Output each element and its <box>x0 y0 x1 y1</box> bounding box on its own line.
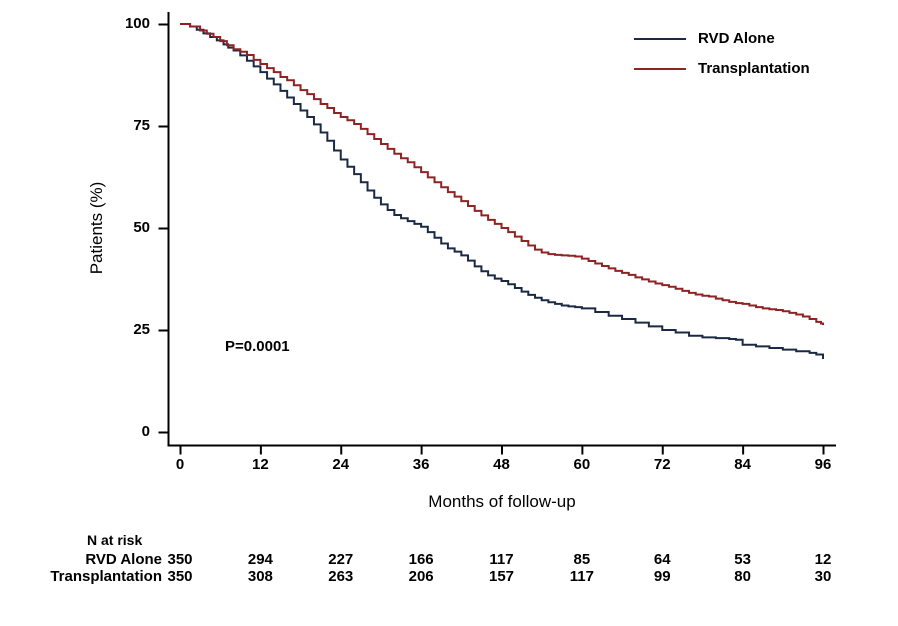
x-tick-label-12: 12 <box>252 456 269 473</box>
x-tick-label-36: 36 <box>412 456 430 473</box>
risk-value: 263 <box>328 568 354 585</box>
risk-value: 166 <box>408 551 434 568</box>
risk-value: 227 <box>328 551 354 568</box>
y-tick-label-75: 75 <box>133 117 150 134</box>
legend-label-transplantation: Transplantation <box>698 60 810 77</box>
survival-curve-transplantation <box>180 23 824 326</box>
y-tick-label-100: 100 <box>124 15 150 32</box>
risk-value: 117 <box>489 551 514 568</box>
risk-value: 53 <box>734 551 751 568</box>
x-tick-label-84: 84 <box>734 456 751 473</box>
risk-value: 85 <box>573 551 591 568</box>
x-tick-label-60: 60 <box>573 456 591 473</box>
risk-value: 350 <box>167 568 193 585</box>
risk-value: 294 <box>247 551 273 568</box>
risk-table-title: N at risk <box>87 532 143 548</box>
x-tick-label-0: 0 <box>175 456 185 473</box>
survival-curve-rvd-alone <box>180 23 824 359</box>
risk-value: 12 <box>814 551 832 568</box>
x-tick-label-72: 72 <box>653 456 671 473</box>
risk-value: 350 <box>167 551 193 568</box>
risk-value: 99 <box>653 568 671 585</box>
x-tick-label-96: 96 <box>814 456 832 473</box>
p-value-annotation: P=0.0001 <box>225 338 290 355</box>
x-axis-title: Months of follow-up <box>428 492 576 511</box>
y-tick-label-50: 50 <box>133 219 150 236</box>
risk-row-label-transplantation: Transplantation <box>50 568 162 585</box>
x-tick-label-24: 24 <box>332 456 350 473</box>
risk-value: 30 <box>814 568 832 585</box>
risk-row-label-rvd-alone: RVD Alone <box>85 551 162 568</box>
risk-value: 157 <box>488 568 515 585</box>
risk-value: 64 <box>653 551 671 568</box>
y-tick-label-0: 0 <box>141 423 150 440</box>
risk-value: 206 <box>408 568 434 585</box>
x-tick-label-48: 48 <box>493 456 510 473</box>
y-tick-label-25: 25 <box>133 321 150 338</box>
rvd-alone-line-swatch <box>634 38 686 40</box>
risk-value: 308 <box>247 568 273 585</box>
legend-label-rvd-alone: RVD Alone <box>698 30 775 47</box>
risk-value: 117 <box>569 568 594 585</box>
risk-value: 80 <box>734 568 751 585</box>
transplantation-line-swatch <box>634 68 686 70</box>
